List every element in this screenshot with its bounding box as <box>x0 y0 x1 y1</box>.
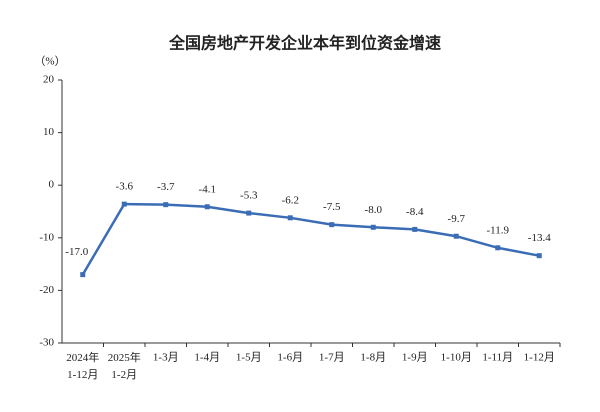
x-tick-label: 1-11月 <box>482 352 513 364</box>
value-label: -13.4 <box>528 232 551 244</box>
data-line <box>81 202 540 276</box>
value-label: -11.9 <box>486 224 509 236</box>
x-tick-label: 1-7月 <box>319 352 345 364</box>
value-label: -8.0 <box>365 204 383 216</box>
value-label: -9.7 <box>448 213 466 225</box>
marker <box>246 210 252 216</box>
marker <box>80 272 86 278</box>
y-tick-label: 0 <box>49 179 55 191</box>
value-label: -8.4 <box>406 206 424 218</box>
marker <box>412 226 418 232</box>
marker <box>370 224 376 230</box>
value-label: -5.3 <box>240 190 258 202</box>
value-label: -6.2 <box>282 194 299 206</box>
value-label: -17.0 <box>65 246 88 258</box>
marker <box>121 201 127 207</box>
x-tick-label: 1-6月 <box>277 352 303 364</box>
x-tick-label: 1-4月 <box>194 352 220 364</box>
x-tick-label: 1-3月 <box>153 352 179 364</box>
marker <box>495 245 501 251</box>
marker <box>163 202 169 208</box>
x-tick-label: 1-5月 <box>236 352 262 364</box>
x-tick-label: 1-10月 <box>441 352 472 364</box>
marker <box>287 215 293 221</box>
y-tick-label: 20 <box>43 74 55 86</box>
x-tick-label: 1-12月 <box>524 352 555 364</box>
marker <box>453 233 459 239</box>
marker <box>329 222 335 228</box>
value-label: -3.7 <box>157 181 175 193</box>
marker <box>536 253 542 259</box>
x-tick-label: 2025年 1-2月 <box>108 350 141 381</box>
x-tick-label: 1-8月 <box>360 352 386 364</box>
y-tick-label: -30 <box>39 337 54 349</box>
y-tick-label: 10 <box>43 126 55 138</box>
value-label: -3.6 <box>116 181 134 193</box>
y-tick-label: -20 <box>39 284 54 296</box>
x-tick-label: 2024年 1-12月 <box>66 350 99 381</box>
value-label: -4.1 <box>199 183 216 195</box>
marker <box>204 204 210 210</box>
x-tick-label: 1-9月 <box>402 352 428 364</box>
y-tick-label: -10 <box>39 231 54 243</box>
y-unit: （%） <box>34 55 65 68</box>
chart-title: 全国房地产开发企业本年到位资金增速 <box>168 34 441 53</box>
value-label: -7.5 <box>323 201 341 213</box>
